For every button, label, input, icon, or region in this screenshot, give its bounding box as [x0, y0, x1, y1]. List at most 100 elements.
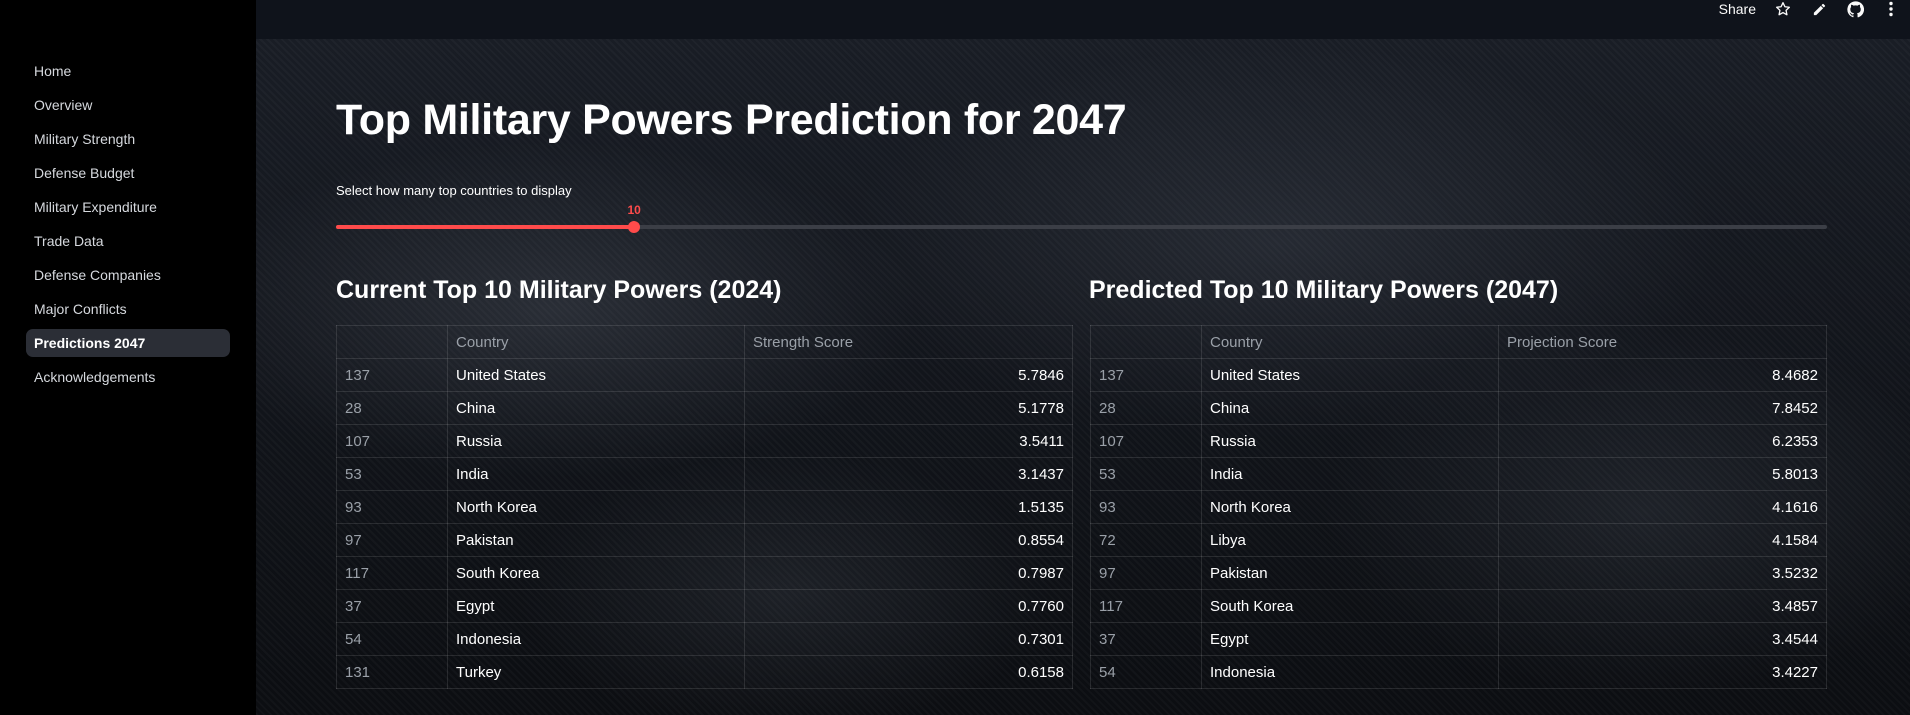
country-cell[interactable]: Pakistan: [1201, 556, 1499, 590]
score-cell[interactable]: 5.8013: [1498, 457, 1827, 491]
row-index[interactable]: 137: [336, 358, 448, 392]
sidebar-item-defense-companies[interactable]: Defense Companies: [34, 267, 161, 283]
row-index[interactable]: 117: [336, 556, 448, 590]
table-row[interactable]: 28 China 5.1778: [336, 391, 1073, 425]
table-row[interactable]: 117 South Korea 0.7987: [336, 556, 1073, 590]
star-icon[interactable]: [1774, 0, 1792, 18]
sidebar-item-major-conflicts[interactable]: Major Conflicts: [34, 301, 127, 317]
country-column-header[interactable]: Country: [447, 325, 745, 359]
country-cell[interactable]: India: [447, 457, 745, 491]
table-row[interactable]: 131 Turkey 0.6158: [336, 655, 1073, 689]
country-cell[interactable]: Turkey: [447, 655, 745, 689]
row-index[interactable]: 28: [336, 391, 448, 425]
row-index[interactable]: 107: [1090, 424, 1202, 458]
sidebar-item-defense-budget[interactable]: Defense Budget: [34, 165, 135, 181]
score-cell[interactable]: 3.4227: [1498, 655, 1827, 689]
row-index[interactable]: 37: [1090, 622, 1202, 656]
top-countries-slider[interactable]: 10: [336, 203, 1827, 234]
country-cell[interactable]: United States: [447, 358, 745, 392]
github-icon[interactable]: [1846, 0, 1864, 18]
score-cell[interactable]: 0.6158: [744, 655, 1073, 689]
row-index[interactable]: 137: [1090, 358, 1202, 392]
country-cell[interactable]: Pakistan: [447, 523, 745, 557]
country-cell[interactable]: Egypt: [447, 589, 745, 623]
score-cell[interactable]: 0.7301: [744, 622, 1073, 656]
predicted-powers-table[interactable]: Country Projection Score 137 United State…: [1090, 325, 1827, 689]
country-cell[interactable]: United States: [1201, 358, 1499, 392]
row-index[interactable]: 37: [336, 589, 448, 623]
row-index[interactable]: 97: [336, 523, 448, 557]
table-row[interactable]: 107 Russia 3.5411: [336, 424, 1073, 458]
score-cell[interactable]: 4.1584: [1498, 523, 1827, 557]
score-cell[interactable]: 0.7987: [744, 556, 1073, 590]
country-column-header[interactable]: Country: [1201, 325, 1499, 359]
sidebar-item-predictions-2047[interactable]: Predictions 2047: [26, 329, 230, 357]
sidebar-item-overview[interactable]: Overview: [34, 97, 93, 113]
score-cell[interactable]: 3.4544: [1498, 622, 1827, 656]
row-index[interactable]: 28: [1090, 391, 1202, 425]
score-cell[interactable]: 3.5232: [1498, 556, 1827, 590]
score-cell[interactable]: 3.5411: [744, 424, 1073, 458]
country-cell[interactable]: China: [447, 391, 745, 425]
pencil-icon[interactable]: [1810, 0, 1828, 18]
table-row[interactable]: 37 Egypt 0.7760: [336, 589, 1073, 623]
table-row[interactable]: 28 China 7.8452: [1090, 391, 1827, 425]
table-row[interactable]: 54 Indonesia 3.4227: [1090, 655, 1827, 689]
table-row[interactable]: 54 Indonesia 0.7301: [336, 622, 1073, 656]
table-row[interactable]: 97 Pakistan 3.5232: [1090, 556, 1827, 590]
score-cell[interactable]: 0.8554: [744, 523, 1073, 557]
sidebar-item-military-strength[interactable]: Military Strength: [34, 131, 136, 147]
projection-score-column-header[interactable]: Projection Score: [1498, 325, 1827, 359]
score-cell[interactable]: 3.1437: [744, 457, 1073, 491]
country-cell[interactable]: India: [1201, 457, 1499, 491]
row-index[interactable]: 54: [336, 622, 448, 656]
table-row[interactable]: 53 India 3.1437: [336, 457, 1073, 491]
country-cell[interactable]: Indonesia: [447, 622, 745, 656]
table-row[interactable]: 53 India 5.8013: [1090, 457, 1827, 491]
country-cell[interactable]: Russia: [447, 424, 745, 458]
row-index[interactable]: 93: [336, 490, 448, 524]
score-cell[interactable]: 1.5135: [744, 490, 1073, 524]
country-cell[interactable]: Russia: [1201, 424, 1499, 458]
row-index[interactable]: 54: [1090, 655, 1202, 689]
row-index[interactable]: 93: [1090, 490, 1202, 524]
country-cell[interactable]: China: [1201, 391, 1499, 425]
share-button[interactable]: Share: [1718, 1, 1756, 17]
table-row[interactable]: 37 Egypt 3.4544: [1090, 622, 1827, 656]
more-vertical-icon[interactable]: [1882, 0, 1900, 18]
sidebar-item-trade-data[interactable]: Trade Data: [34, 233, 104, 249]
score-cell[interactable]: 5.1778: [744, 391, 1073, 425]
row-index[interactable]: 53: [336, 457, 448, 491]
table-row[interactable]: 107 Russia 6.2353: [1090, 424, 1827, 458]
country-cell[interactable]: Egypt: [1201, 622, 1499, 656]
country-cell[interactable]: North Korea: [447, 490, 745, 524]
table-row[interactable]: 93 North Korea 1.5135: [336, 490, 1073, 524]
sidebar-item-acknowledgements[interactable]: Acknowledgements: [34, 369, 156, 385]
score-cell[interactable]: 3.4857: [1498, 589, 1827, 623]
row-index[interactable]: 107: [336, 424, 448, 458]
country-cell[interactable]: South Korea: [1201, 589, 1499, 623]
table-row[interactable]: 137 United States 5.7846: [336, 358, 1073, 392]
row-index[interactable]: 97: [1090, 556, 1202, 590]
slider-thumb[interactable]: [628, 221, 641, 233]
index-column-header[interactable]: [1090, 325, 1202, 359]
country-cell[interactable]: Libya: [1201, 523, 1499, 557]
index-column-header[interactable]: [336, 325, 448, 359]
score-cell[interactable]: 4.1616: [1498, 490, 1827, 524]
sidebar-item-military-expenditure[interactable]: Military Expenditure: [34, 199, 157, 215]
sidebar-item-home[interactable]: Home: [34, 63, 72, 79]
slider-track[interactable]: [336, 225, 1827, 229]
current-powers-table[interactable]: Country Strength Score 137 United States 5…: [336, 325, 1073, 689]
row-index[interactable]: 131: [336, 655, 448, 689]
score-cell[interactable]: 7.8452: [1498, 391, 1827, 425]
score-cell[interactable]: 5.7846: [744, 358, 1073, 392]
table-row[interactable]: 117 South Korea 3.4857: [1090, 589, 1827, 623]
score-cell[interactable]: 8.4682: [1498, 358, 1827, 392]
row-index[interactable]: 72: [1090, 523, 1202, 557]
row-index[interactable]: 53: [1090, 457, 1202, 491]
score-cell[interactable]: 6.2353: [1498, 424, 1827, 458]
score-cell[interactable]: 0.7760: [744, 589, 1073, 623]
table-row[interactable]: 72 Libya 4.1584: [1090, 523, 1827, 557]
country-cell[interactable]: Indonesia: [1201, 655, 1499, 689]
row-index[interactable]: 117: [1090, 589, 1202, 623]
